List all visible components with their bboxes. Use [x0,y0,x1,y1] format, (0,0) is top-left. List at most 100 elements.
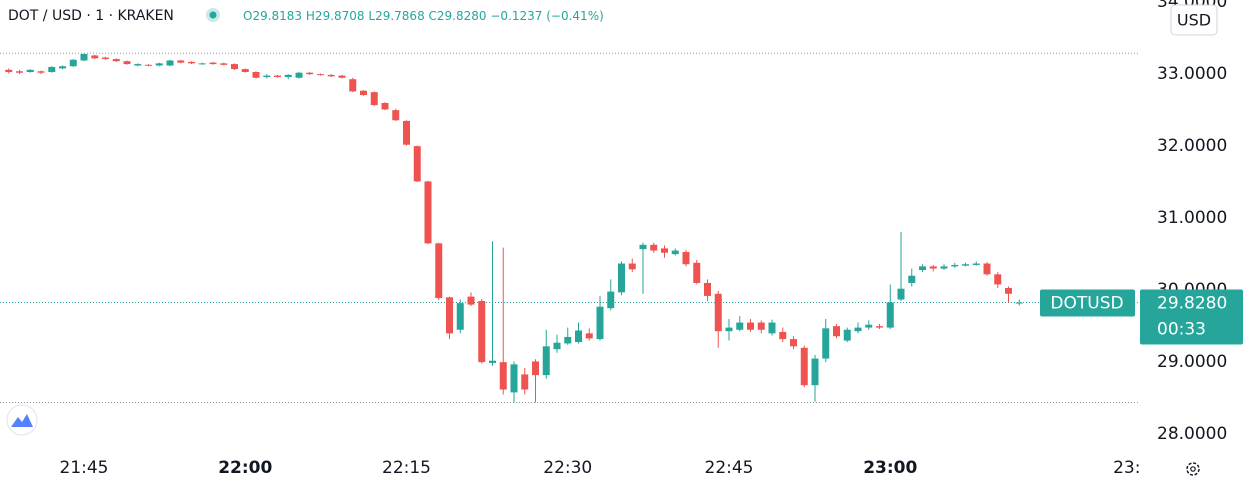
candle-body [166,60,174,66]
candle-body [284,74,292,78]
y-tick-label: 28.0000 [1157,424,1227,444]
currency-box [1170,4,1218,36]
candle-body [757,322,765,330]
ohlc-close: C29.8280 [429,9,487,23]
candle-body [241,69,249,72]
candle-body [843,329,851,341]
settings-gear[interactable] [1186,462,1200,476]
grid-layer [0,52,1140,403]
candle-body [521,374,529,390]
candle-body [585,333,593,339]
candle-body [263,75,271,78]
candle-body [972,263,980,265]
candle-body [370,92,378,106]
candle-body [424,181,432,244]
candle-body [478,300,486,363]
logo[interactable] [6,404,38,436]
settings-button[interactable] [1186,462,1200,476]
candle-body [919,266,926,270]
x-tick-label: 22:00 [218,458,272,478]
candle-body [747,322,754,330]
price-label-box [1140,289,1243,345]
candle-body [628,263,636,270]
candle-body [349,79,357,92]
axis-layer: 34.000033.000032.000031.000030.000029.00… [60,0,1243,478]
settings-hub[interactable] [1190,466,1196,472]
candle-body [639,244,647,250]
candle-body [37,71,45,73]
candle-body [489,360,496,363]
candle-body [542,346,550,376]
candle-body [456,303,464,330]
candle-body [123,61,131,65]
candle-body [575,330,582,342]
candle-body [618,263,625,293]
candle-body [940,266,948,269]
candle-body [91,55,99,59]
candle-body [16,71,23,73]
candle-body [338,75,346,78]
y-tick-label: 31.0000 [1157,208,1227,228]
x-tick-label: 23:00 [863,458,917,478]
candle-body [854,327,862,332]
candle-body [317,74,324,76]
ohlc-change: −0.1237 (−0.41%) [490,9,603,23]
logo-circle[interactable] [6,404,38,436]
candle-body [295,72,303,78]
candle-layer [5,53,1023,403]
ohlc-high: H29.8708 [306,9,365,23]
candle-body [510,364,518,393]
candle-body [768,322,776,334]
candle-body [596,306,604,340]
x-tick-label: 22:45 [705,458,754,478]
logo-icon[interactable] [11,414,33,427]
candle-body [725,327,733,332]
candle-body [876,326,883,328]
candle-body [252,72,260,78]
candle-body [220,63,228,65]
chart-title: DOT / USD · 1 · KRAKEN [8,8,174,24]
y-tick-label: 33.0000 [1157,64,1227,84]
candle-body [134,64,142,66]
candle-body [693,262,701,283]
countdown-label: 00:33 [1157,320,1206,340]
candle-body [467,296,475,305]
candle-body [779,331,787,340]
x-tick-label: 22:15 [382,458,431,478]
candle-body [811,358,819,386]
ohlc-open: O29.8183 [243,9,302,23]
candle-body [274,75,281,78]
symbol-label: DOTUSD [1050,294,1123,314]
candle-body [48,66,56,72]
candle-body [553,342,561,350]
candle-body [714,293,722,332]
candle-body [607,291,615,309]
candle-body [800,347,808,386]
symbol-label-box [1040,289,1135,317]
candle-body [80,54,88,61]
candle-body [833,326,840,337]
candle-body [403,120,410,145]
candle-body [736,322,744,330]
candle-body [671,250,679,255]
x-tick-label: 23: [1113,458,1140,478]
candle-body [381,102,389,110]
candle-body [327,74,335,77]
candle-body [145,64,152,66]
ohlc-legend: O29.8183 H29.8708 L29.7868 C29.8280 −0.1… [243,9,604,23]
candle-body [155,63,163,66]
candle-body [446,297,453,334]
candle-body [392,110,400,121]
candle-body [1015,302,1023,304]
candle-body [102,57,109,60]
candle-body [499,362,507,390]
ohlc-low: L29.7868 [368,9,424,23]
candle-body [177,60,185,63]
candle-body [564,336,572,344]
x-tick-label: 22:30 [543,458,592,478]
candle-body [650,244,658,251]
candle-body [306,72,314,75]
candle-body [5,69,13,72]
price-label: 29.8280 [1157,294,1227,314]
